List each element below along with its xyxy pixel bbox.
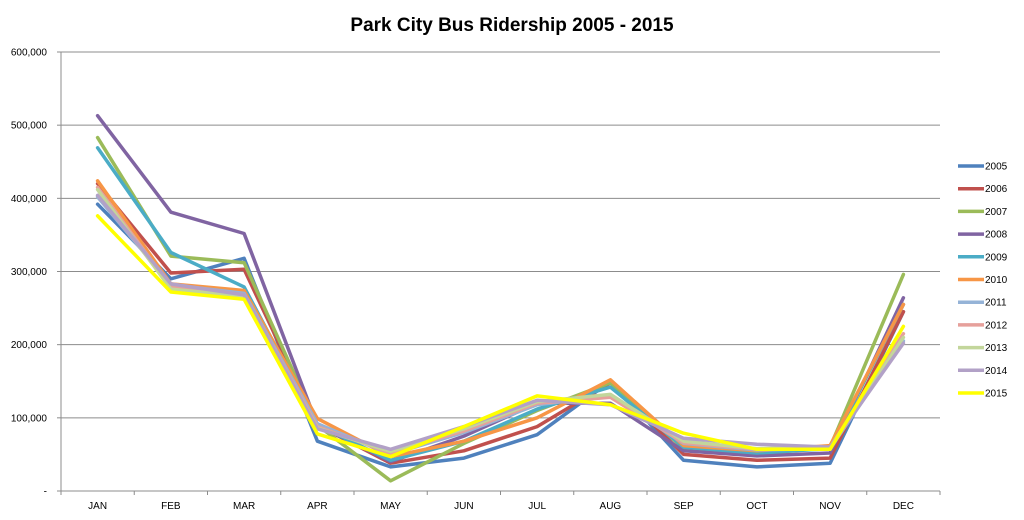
legend-item-2013: 2013 — [958, 343, 1008, 354]
legend-label: 2008 — [985, 230, 1008, 241]
legend-label: 2009 — [985, 252, 1008, 263]
chart-title: Park City Bus Ridership 2005 - 2015 — [350, 15, 674, 36]
x-tick-label: JUL — [528, 501, 546, 512]
legend-label: 2010 — [985, 275, 1008, 286]
legend-item-2008: 2008 — [958, 230, 1008, 241]
series-line-2015 — [95, 214, 906, 459]
y-tick-label: 600,000 — [11, 48, 48, 59]
legend-item-2009: 2009 — [958, 252, 1008, 263]
x-tick-label: MAR — [233, 501, 255, 512]
x-tick-label: MAY — [380, 501, 401, 512]
y-tick-label: 400,000 — [11, 194, 48, 205]
series-line-2009 — [95, 146, 906, 463]
x-tick-label: JUN — [454, 501, 473, 512]
legend-item-2010: 2010 — [958, 275, 1008, 286]
y-tick-label: 500,000 — [11, 121, 48, 132]
x-tick-label: SEP — [674, 501, 694, 512]
legend-label: 2012 — [985, 320, 1008, 331]
legend: 2005 2006 2007 2008 2009 2010 2011 2012 2013 2014… — [958, 162, 1008, 400]
legend-label: 2007 — [985, 207, 1008, 218]
x-axis-ticks: JAN FEB MAR APR MAY JUN JUL AUG SEP OCT NOV DEC — [60, 491, 941, 512]
legend-label: 2013 — [985, 343, 1008, 354]
legend-item-2007: 2007 — [958, 207, 1008, 218]
x-tick-label: APR — [307, 501, 328, 512]
legend-item-2015: 2015 — [958, 389, 1008, 400]
y-tick-label: 300,000 — [11, 267, 48, 278]
series-line-2014 — [95, 193, 906, 452]
legend-item-2005: 2005 — [958, 162, 1008, 173]
legend-item-2006: 2006 — [958, 184, 1008, 195]
series-lines — [95, 113, 906, 483]
legend-label: 2005 — [985, 162, 1008, 173]
y-tick-label: - — [44, 487, 47, 498]
legend-label: 2006 — [985, 184, 1008, 195]
legend-label: 2011 — [985, 298, 1007, 309]
legend-label: 2015 — [985, 389, 1008, 400]
y-tick-label: 200,000 — [11, 340, 48, 351]
legend-item-2014: 2014 — [958, 366, 1008, 377]
x-tick-label: OCT — [746, 501, 767, 512]
y-tick-label: 100,000 — [11, 413, 48, 424]
x-tick-label: NOV — [819, 501, 841, 512]
x-tick-label: AUG — [600, 501, 622, 512]
legend-item-2011: 2011 — [958, 298, 1007, 309]
x-tick-label: FEB — [161, 501, 181, 512]
series-line-2006 — [95, 181, 906, 465]
legend-item-2012: 2012 — [958, 320, 1008, 331]
y-axis-ticks: - 100,000 200,000 300,000 400,000 500,000 600,… — [11, 48, 61, 498]
legend-label: 2014 — [985, 366, 1008, 377]
x-tick-label: DEC — [893, 501, 914, 512]
x-tick-label: JAN — [88, 501, 107, 512]
